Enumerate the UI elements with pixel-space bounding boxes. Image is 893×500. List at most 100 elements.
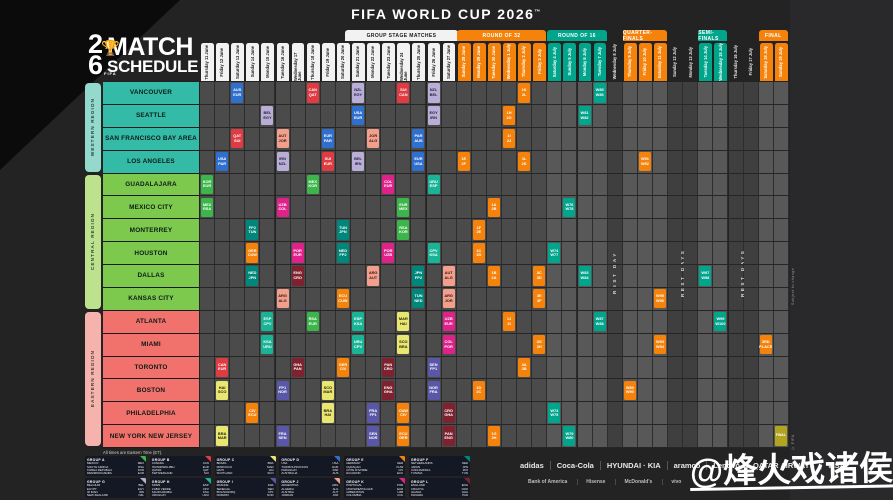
match-team-top: W93 [656, 339, 665, 345]
match-team-bottom: GHA [444, 412, 453, 418]
team-name: TUNISIA [411, 471, 423, 476]
group-team-row: SWITZERLAND SUI [152, 471, 209, 475]
match-team-bottom: 2L [521, 91, 527, 97]
group-team-row: QATAR QAT [151, 467, 209, 472]
match-team-bottom: 2E [476, 229, 482, 235]
match-team-bottom: JOR [444, 297, 453, 303]
match-team-bottom: EUR [308, 320, 317, 326]
match-team-top: PAR [414, 133, 423, 139]
date-column-header: Monday 22 June [367, 43, 380, 81]
subject-to-change-note: Subject to change [791, 267, 795, 305]
grid-column-3 [230, 82, 246, 448]
match-cell-group-E: ECU GER [397, 426, 410, 446]
grid-row-line [200, 265, 789, 288]
grid-column-32 [668, 82, 684, 448]
match-team-bottom: KSA [429, 252, 438, 257]
group-team-row: CURAÇAO CUW [346, 465, 403, 469]
match-team-bottom: 2J [506, 137, 512, 143]
match-team-top: 1L [521, 156, 527, 162]
team-name: PANAMA [411, 493, 423, 498]
match-cell-group-G: NZL EGY [352, 83, 365, 103]
group-color-corner [399, 456, 406, 462]
grid-column-6 [275, 82, 291, 448]
group-team-row: PANAMA PAN [411, 493, 468, 498]
team-code: UZB [397, 489, 404, 494]
group-box-title: GROUP A [87, 457, 105, 462]
match-team-top: GER [248, 247, 257, 253]
team-name: ARGENTINA [281, 483, 299, 488]
date-column-header: Monday 29 June [472, 43, 486, 81]
match-cell-qf: W95 W96 [654, 289, 667, 309]
sponsor-logo: Lenovo [706, 461, 740, 470]
team-name: QATAR [151, 467, 162, 472]
team-code: KOR [137, 467, 144, 472]
match-team-bottom: 2A [491, 274, 497, 280]
grid-column-39 [773, 82, 789, 448]
phase-header-r32: ROUND OF 32 [456, 30, 547, 41]
team-code: CRO [461, 486, 468, 491]
grid-column-2 [215, 82, 231, 448]
match-team-bottom: W92 [640, 160, 649, 166]
match-team-bottom: KOR [308, 183, 318, 189]
match-team-bottom: KSA [353, 320, 363, 326]
team-name: CANADA [151, 461, 164, 466]
sponsor-logo: QATAR AIRWAYS [745, 461, 815, 470]
match-cell-r32: 1K 2L [518, 83, 531, 103]
city-label: MONTERREY [103, 219, 199, 243]
group-team-row: JORDAN JOR [281, 493, 338, 497]
region-band-1: CENTRAL REGION [85, 174, 101, 309]
match-cell-r32: 1J 2I [503, 311, 516, 332]
city-label: BOSTON [103, 379, 199, 403]
sponsor-logo-secondary: Hisense [577, 479, 605, 485]
date-label: Friday 12 June [219, 47, 225, 77]
group-color-corner [464, 456, 470, 462]
group-box-title: GROUP H [151, 479, 170, 484]
team-code: MAR [267, 464, 274, 469]
match-team-top: RSA [308, 316, 317, 322]
group-color-corner [464, 478, 470, 484]
match-team-top: SEN [369, 430, 378, 436]
match-team-bottom: POR [444, 343, 453, 349]
team-name: PORTUGAL [346, 483, 363, 488]
group-box-title: GROUP C [216, 457, 235, 462]
match-team-bottom: UZB [384, 252, 393, 257]
logo-words: MATCH SCHEDULE [107, 34, 198, 74]
match-team-bottom: ALG [444, 274, 453, 280]
match-team-top: W97 [701, 270, 710, 276]
group-team-row: GERMANY GER [346, 461, 403, 465]
group-color-corner [140, 478, 146, 484]
match-team-bottom: EUR [384, 183, 393, 189]
match-cell-group-G: NZL BEL [427, 83, 440, 103]
city-label: MEXICO CITY [103, 196, 199, 220]
group-team-row: SPAIN ESP [152, 483, 209, 487]
match-cell-qf: W89 W90 [623, 380, 636, 400]
city-label: LOS ANGELES [103, 150, 199, 174]
group-box-title: GROUP J [281, 479, 299, 484]
group-team-row: PORTUGAL POR [346, 483, 403, 488]
match-team-top: AUT [444, 270, 453, 276]
grid-column-26 [577, 82, 593, 448]
grid-column-18 [456, 82, 472, 448]
region-band-0: WESTERN REGION [85, 83, 101, 172]
match-team-top: TUN [338, 224, 347, 230]
group-team-row: MEXICO MEX [87, 461, 144, 465]
group-team-row: ECUADOR ECU [346, 471, 403, 475]
match-cell-group-I: SEN NOR [367, 426, 380, 446]
match-team-top: AUT [278, 133, 287, 139]
match-cell-group-F: TUN JPN [336, 220, 349, 240]
match-cell-group-K: POR UZB [382, 243, 395, 263]
city-label: MIAMI [103, 333, 199, 357]
match-cell-r16: W73 W75 [548, 403, 561, 423]
match-team-bottom: CUW [247, 252, 257, 257]
match-cell-r32: 3E 3F [533, 289, 546, 309]
date-column-header: Friday 17 July [745, 43, 758, 81]
match-team-bottom: W96 [656, 297, 665, 303]
match-team-bottom: FP1 [369, 412, 377, 418]
match-team-bottom: CRO [383, 366, 393, 372]
group-team-row: CANADA CAN [151, 461, 209, 466]
match-cell-group-J: ARG JOR [442, 289, 455, 309]
phase-header-r16: ROUND OF 16 [547, 30, 607, 41]
group-team-row: BRAZIL BRA [217, 461, 274, 465]
grid-column-37 [743, 82, 759, 448]
